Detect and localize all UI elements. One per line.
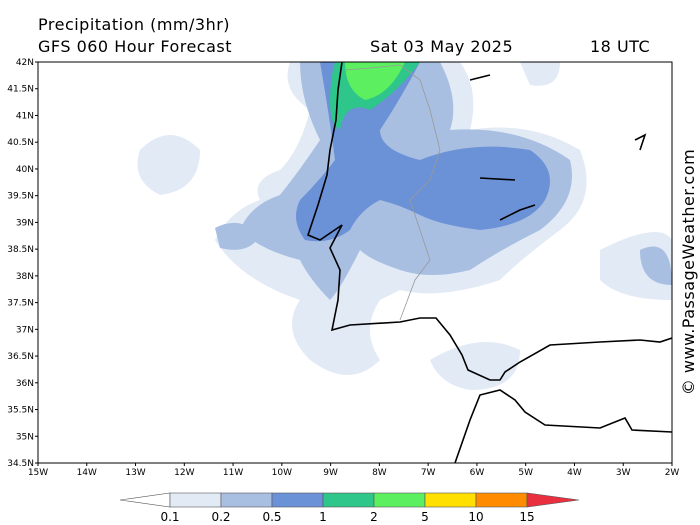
lat-label: 36N — [16, 379, 34, 389]
legend-label: 5 — [421, 510, 429, 524]
lat-label: 39.5N — [7, 192, 34, 202]
forecast-date: Sat 03 May 2025 — [370, 37, 513, 56]
lon-label: 6W — [470, 468, 485, 478]
lon-label: 9W — [323, 468, 338, 478]
title: Precipitation (mm/3hr) — [38, 15, 230, 34]
lat-label: 40.5N — [7, 138, 34, 148]
lon-label: 7W — [421, 468, 436, 478]
precip-area — [520, 62, 560, 86]
precip-field — [137, 62, 672, 390]
lat-label: 35N — [16, 432, 34, 442]
precip-area — [430, 342, 520, 390]
lon-label: 14W — [77, 468, 97, 478]
map-frame — [37, 61, 673, 464]
legend-label: 0.1 — [160, 510, 179, 524]
legend-swatch — [526, 492, 580, 508]
country-border — [344, 64, 441, 321]
map: 15W 14W 13W 12W 11W 10W 9W 8W 7W 6W 5W 4W 3W 2W 42N 41.… — [7, 58, 679, 478]
model-run: GFS 060 Hour Forecast — [38, 37, 232, 56]
lat-label: 38N — [16, 272, 34, 282]
legend-label: 1 — [319, 510, 327, 524]
lon-label: 12W — [174, 468, 194, 478]
coastline — [307, 62, 672, 381]
legend-swatch — [271, 492, 324, 508]
lat-label: 41.5N — [7, 85, 34, 95]
precip-area — [345, 62, 405, 100]
legend-swatch — [475, 492, 528, 508]
lat-label: 34.5N — [7, 459, 34, 469]
legend-label: 10 — [468, 510, 483, 524]
watermark: © www.PassageWeather.com — [679, 149, 698, 395]
legend-label: 15 — [519, 510, 534, 524]
legend-swatch — [373, 492, 426, 508]
lat-label: 37N — [16, 325, 34, 335]
lon-label: 15W — [28, 468, 48, 478]
lat-label: 40N — [16, 165, 34, 175]
legend-swatch — [220, 492, 273, 508]
lon-label: 3W — [616, 468, 631, 478]
legend-swatch — [424, 492, 477, 508]
legend-label: 0.5 — [262, 510, 281, 524]
lon-label: 4W — [567, 468, 582, 478]
lat-label: 35.5N — [7, 406, 34, 416]
legend-label: 2 — [370, 510, 378, 524]
lon-label: 10W — [272, 468, 292, 478]
precip-area — [215, 222, 260, 250]
precip-area — [137, 135, 200, 195]
legend: 0.1 0.2 0.5 1 2 5 10 15 — [119, 492, 580, 524]
forecast-time: 18 UTC — [590, 37, 650, 56]
lat-label: 38.5N — [7, 245, 34, 255]
lat-label: 37.5N — [7, 299, 34, 309]
lon-label: 8W — [372, 468, 387, 478]
lat-label: 36.5N — [7, 352, 34, 362]
lon-label: 13W — [125, 468, 145, 478]
lon-label: 11W — [223, 468, 243, 478]
precip-area — [640, 246, 672, 285]
lon-label: 5W — [518, 468, 533, 478]
coastline — [454, 389, 672, 463]
lon-label: 2W — [665, 468, 680, 478]
legend-label: 0.2 — [211, 510, 230, 524]
lat-label: 42N — [16, 58, 34, 68]
legend-swatch — [119, 492, 171, 508]
lat-label: 39N — [16, 218, 34, 228]
lat-label: 41N — [16, 111, 34, 121]
geography — [307, 62, 672, 463]
legend-swatch — [322, 492, 375, 508]
lake — [469, 74, 647, 221]
legend-swatch — [169, 492, 222, 508]
